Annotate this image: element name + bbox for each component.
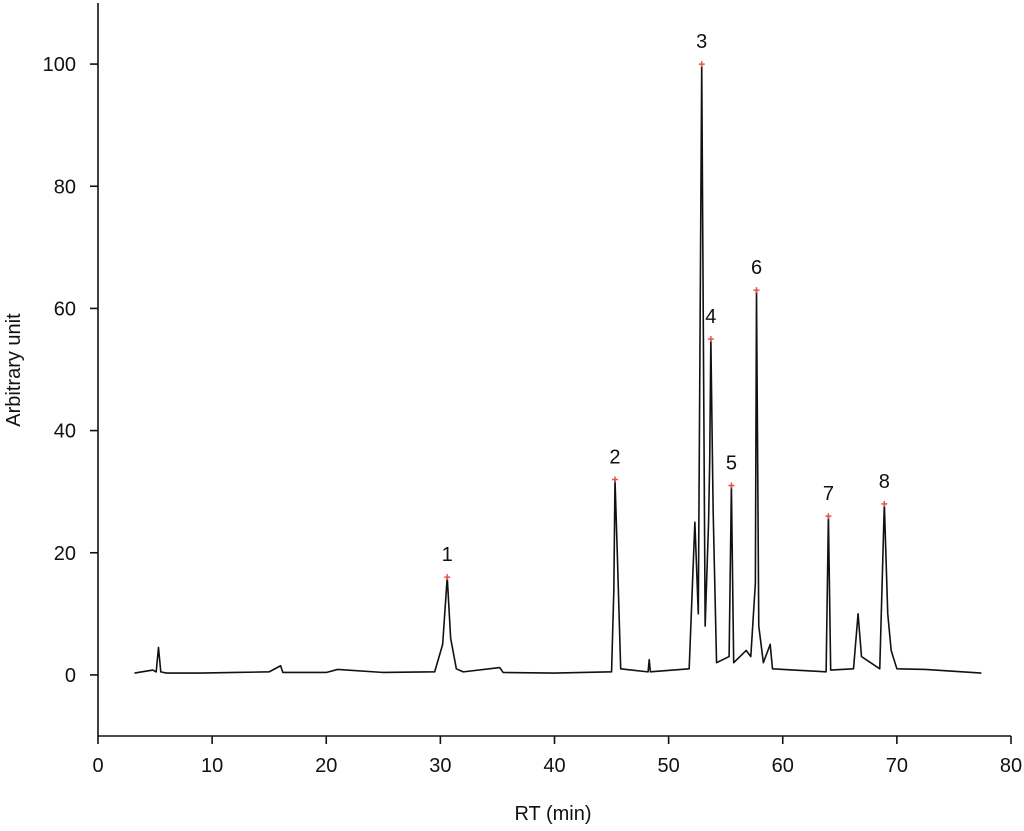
peak-label: 3 (696, 31, 707, 53)
peak-marker (728, 482, 735, 489)
peak-label: 7 (823, 483, 834, 505)
x-tick-label: 0 (92, 755, 103, 777)
peak-marker (881, 500, 888, 507)
x-tick-label: 50 (658, 755, 680, 777)
peak-marker (698, 61, 705, 68)
y-tick-label: 20 (54, 543, 76, 565)
y-tick-label: 60 (54, 298, 76, 320)
trace (134, 63, 982, 674)
y-tick-label: 80 (54, 176, 76, 198)
y-tick-label: 40 (54, 421, 76, 443)
x-tick-label: 40 (543, 755, 565, 777)
peak-marker (611, 476, 618, 483)
x-tick-label: 80 (1000, 755, 1022, 777)
peak-label: 1 (442, 544, 453, 566)
peak-marker (825, 513, 832, 520)
y-tick-label: 100 (43, 54, 76, 76)
peak-marker (753, 287, 760, 294)
peak-label: 4 (705, 306, 716, 328)
x-tick-label: 20 (315, 755, 337, 777)
x-axis-label: RT (min) (514, 803, 591, 825)
y-tick-label: 0 (65, 665, 76, 687)
x-tick-label: 70 (886, 755, 908, 777)
peak-marker (707, 335, 714, 342)
peak-label: 8 (879, 471, 890, 493)
peak-label: 5 (726, 453, 737, 475)
x-tick-label: 10 (201, 755, 223, 777)
y-axis-label: Arbitrary unit (3, 313, 25, 427)
peak-marker (444, 574, 451, 581)
x-tick-label: 60 (772, 755, 794, 777)
x-tick-label: 30 (429, 755, 451, 777)
peak-label: 2 (609, 446, 620, 468)
peak-label: 6 (751, 257, 762, 279)
